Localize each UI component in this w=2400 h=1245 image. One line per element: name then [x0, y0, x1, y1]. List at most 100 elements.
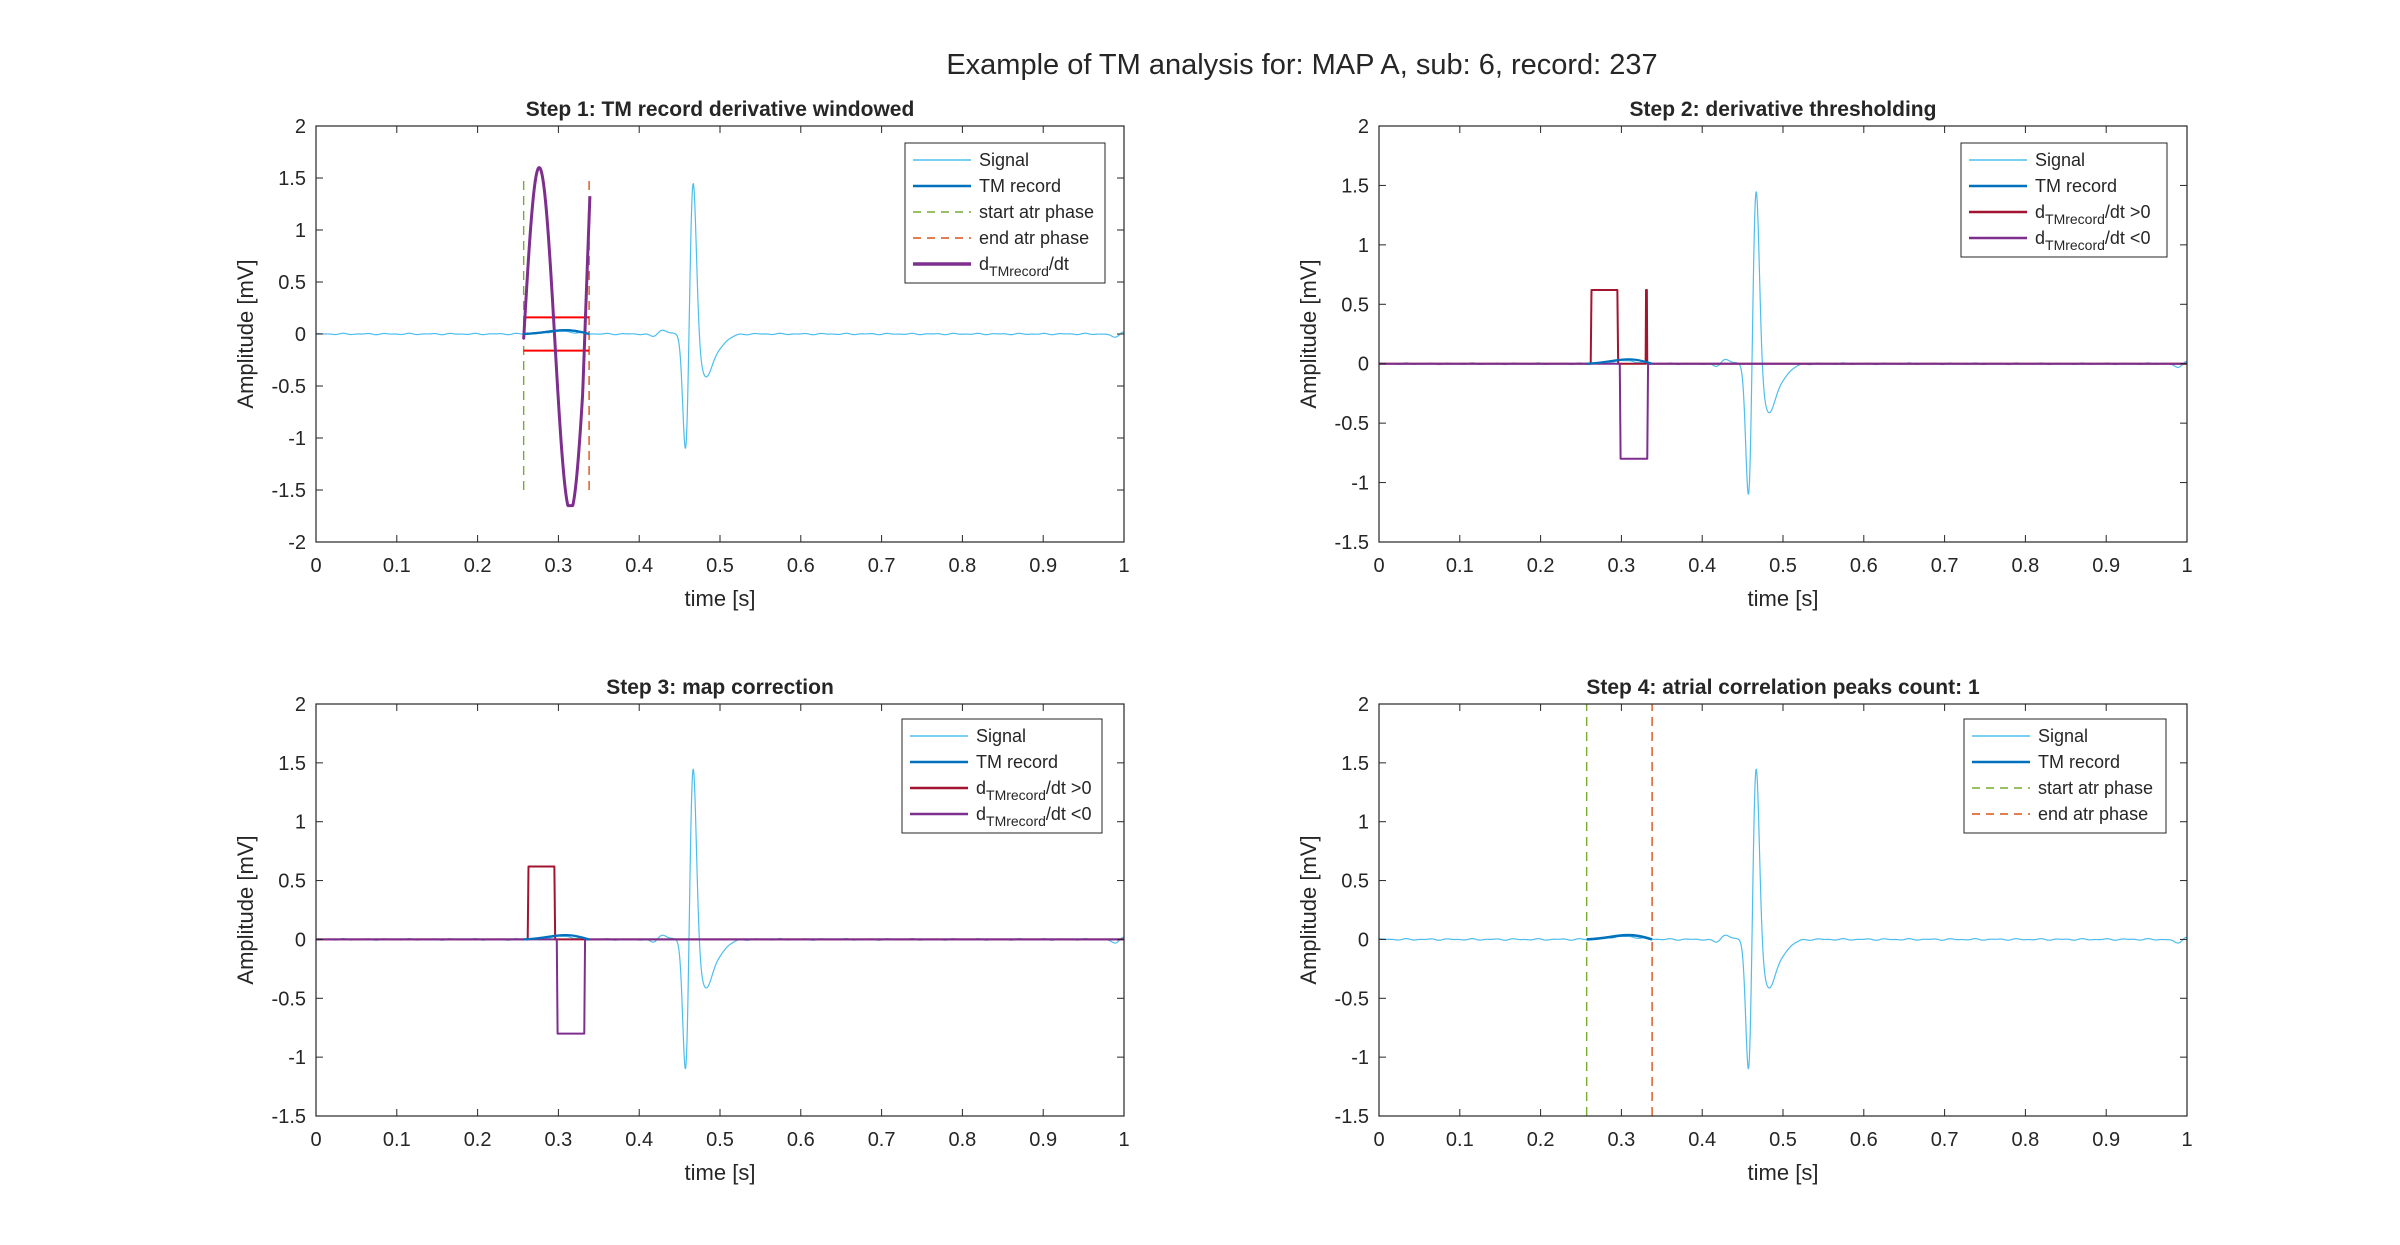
y-axis-label: Amplitude [mV] — [233, 259, 258, 408]
series-tm-record-overlay — [523, 329, 590, 336]
y-tick-label: 1.5 — [278, 168, 306, 190]
legend-label: TM record — [2035, 176, 2117, 196]
x-tick-label: 0.4 — [1688, 555, 1716, 577]
y-tick-label: 1 — [295, 812, 306, 834]
legend-label: end atr phase — [979, 228, 1089, 248]
x-tick-label: 0.3 — [1607, 1129, 1635, 1151]
legend: Signal TM record start atr phase end atr ph… — [1963, 718, 2167, 834]
y-tick-label: -1 — [288, 1047, 306, 1069]
x-tick-label: 1 — [2181, 555, 2192, 577]
x-tick-label: 0.4 — [1688, 1129, 1716, 1151]
subplot-title: Step 4: atrial correlation peaks count: … — [1586, 676, 1980, 699]
x-tick-label: 0.5 — [1769, 555, 1797, 577]
y-tick-label: 0.5 — [278, 272, 306, 294]
x-tick-label: 1 — [1118, 555, 1129, 577]
legend-label: dTMrecord/dt <0 — [2035, 228, 2150, 253]
x-tick-label: 0 — [1373, 1129, 1384, 1151]
legend-label: Signal — [2035, 150, 2085, 170]
y-tick-label: -1.5 — [272, 1106, 306, 1128]
y-tick-label: -0.5 — [272, 988, 306, 1010]
x-axis-label: time [s] — [1748, 586, 1819, 611]
x-tick-label: 1 — [1118, 1129, 1129, 1151]
x-tick-label: 0.3 — [544, 1129, 572, 1151]
legend-box — [904, 142, 1106, 284]
x-axis-label: time [s] — [685, 586, 756, 611]
x-tick-label: 0.2 — [464, 555, 492, 577]
subplot-title: Step 3: map correction — [606, 676, 834, 699]
y-tick-label: -0.5 — [1335, 988, 1369, 1010]
legend: Signal TM record start atr phase end atr ph… — [904, 142, 1106, 284]
x-tick-label: 0.7 — [1931, 1129, 1959, 1151]
y-tick-label: -1 — [1351, 473, 1369, 495]
x-tick-label: 0.7 — [868, 555, 896, 577]
y-tick-label: 0 — [1358, 929, 1369, 951]
y-tick-label: -1 — [1351, 1047, 1369, 1069]
x-tick-label: 0.1 — [1446, 555, 1474, 577]
x-tick-label: 0.7 — [868, 1129, 896, 1151]
y-tick-label: -1 — [288, 428, 306, 450]
x-tick-label: 0.6 — [1850, 1129, 1878, 1151]
y-tick-label: 1 — [1358, 812, 1369, 834]
series-signal — [316, 183, 1124, 449]
legend-label: start atr phase — [2038, 778, 2153, 798]
x-tick-label: 0.2 — [464, 1129, 492, 1151]
series-group — [316, 768, 1124, 1070]
x-tick-label: 0.8 — [2011, 555, 2039, 577]
y-tick-label: 0 — [295, 929, 306, 951]
x-tick-label: 0.3 — [1607, 555, 1635, 577]
x-tick-label: 0.2 — [1527, 1129, 1555, 1151]
legend-label: dTMrecord/dt >0 — [976, 778, 1091, 803]
x-tick-label: 0.3 — [544, 555, 572, 577]
x-tick-label: 0.8 — [2011, 1129, 2039, 1151]
x-tick-label: 0 — [310, 1129, 321, 1151]
subplot-3: 0 0.1 0.2 0.3 0.4 0.5 0.6 0.7 0.8 0.9 1 -1.5 -1 -0.5 0… — [233, 676, 1130, 1185]
series-dtmrecord-dt-0 — [316, 938, 1124, 1035]
x-tick-label: 0.5 — [706, 1129, 734, 1151]
x-axis-label: time [s] — [685, 1160, 756, 1185]
figure-title: Example of TM analysis for: MAP A, sub: … — [946, 49, 1657, 81]
y-tick-label: -1.5 — [272, 480, 306, 502]
subplot-1: 0 0.1 0.2 0.3 0.4 0.5 0.6 0.7 0.8 0.9 1 -2 -1.5 -1 -0.… — [233, 98, 1130, 611]
x-tick-label: 0.6 — [787, 555, 815, 577]
legend: Signal TM record dTMrecord/dt >0dTMrecord/… — [1960, 142, 2168, 258]
legend-label: dTMrecord/dt — [979, 254, 1069, 279]
legend-label: Signal — [979, 150, 1029, 170]
legend-label: Signal — [976, 726, 1026, 746]
x-tick-label: 0 — [1373, 555, 1384, 577]
x-tick-label: 0.5 — [1769, 1129, 1797, 1151]
subplot-title: Step 1: TM record derivative windowed — [526, 98, 915, 121]
y-tick-label: 1.5 — [278, 753, 306, 775]
subplot-2: 0 0.1 0.2 0.3 0.4 0.5 0.6 0.7 0.8 0.9 1 -1.5 -1 -0.5 0… — [1296, 98, 2193, 611]
y-tick-label: 2 — [1358, 694, 1369, 716]
y-tick-label: -0.5 — [1335, 413, 1369, 435]
x-tick-label: 0.1 — [383, 1129, 411, 1151]
x-tick-label: 0.1 — [383, 555, 411, 577]
y-tick-label: 0.5 — [1341, 871, 1369, 893]
x-tick-label: 0.7 — [1931, 555, 1959, 577]
legend-label: TM record — [979, 176, 1061, 196]
y-tick-label: -1.5 — [1335, 1106, 1369, 1128]
y-tick-label: 1.5 — [1341, 175, 1369, 197]
y-tick-label: 1 — [295, 220, 306, 242]
x-tick-label: 0.8 — [948, 1129, 976, 1151]
series-signal — [1379, 768, 2187, 1070]
series-tm-record — [523, 934, 590, 941]
x-tick-label: 0.4 — [625, 555, 653, 577]
y-tick-label: 2 — [1358, 116, 1369, 138]
series-dtmrecord-dt-0 — [1379, 362, 2187, 460]
series-group — [1379, 191, 2187, 495]
subplot-title: Step 2: derivative thresholding — [1630, 98, 1937, 121]
legend-label: end atr phase — [2038, 804, 2148, 824]
y-axis-label: Amplitude [mV] — [1296, 259, 1321, 408]
legend-label: dTMrecord/dt <0 — [976, 804, 1091, 829]
x-tick-label: 0.6 — [1850, 555, 1878, 577]
x-tick-label: 0 — [310, 555, 321, 577]
x-tick-label: 0.9 — [2092, 555, 2120, 577]
y-tick-label: -2 — [288, 532, 306, 554]
x-tick-label: 0.8 — [948, 555, 976, 577]
legend-label: start atr phase — [979, 202, 1094, 222]
series-tm-record — [1586, 358, 1653, 365]
y-tick-label: 2 — [295, 694, 306, 716]
legend-label: TM record — [976, 752, 1058, 772]
